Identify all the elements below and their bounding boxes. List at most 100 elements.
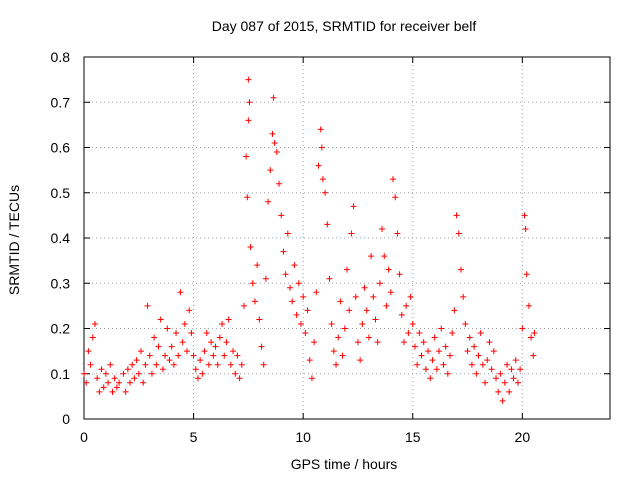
data-point [464,348,471,355]
data-point [230,348,237,355]
data-point [374,339,381,346]
data-point [245,76,252,83]
data-point [162,352,169,359]
data-point [262,275,269,282]
data-point [317,126,324,133]
data-point [425,348,432,355]
data-point [96,388,103,395]
data-point [111,375,118,382]
data-point [341,325,348,332]
data-point [473,370,480,377]
data-point [433,366,440,373]
data-point [284,230,291,237]
axis-ticks [83,56,610,420]
data-point [120,370,127,377]
data-point [519,325,526,332]
data-point [151,334,158,341]
data-point [269,130,276,137]
data-point [477,330,484,337]
data-point [400,339,407,346]
data-point [271,139,278,146]
data-point [348,230,355,237]
data-point [258,343,265,350]
data-point [390,176,397,183]
data-point [254,262,261,269]
data-point [436,348,443,355]
data-point [186,307,193,314]
data-point [315,162,322,169]
data-point [203,330,210,337]
data-point [330,348,337,355]
data-point [122,388,129,395]
data-point [447,352,454,359]
data-point [205,361,212,368]
data-point [499,397,506,404]
y-tick-label: 0 [62,411,70,427]
data-point [245,117,252,124]
data-point [181,320,188,327]
data-point [451,307,458,314]
data-point [177,289,184,296]
data-point [528,334,535,341]
data-point [234,352,241,359]
data-point [144,302,151,309]
data-point [227,361,234,368]
data-point [337,298,344,305]
data-point [201,348,208,355]
data-point [525,302,532,309]
data-point [484,357,491,364]
data-point [416,330,423,337]
data-point [142,361,149,368]
data-point [468,361,475,368]
data-point [289,298,296,305]
data-point [455,230,462,237]
data-point [302,330,309,337]
data-point [405,330,412,337]
data-point [175,352,182,359]
data-point [256,316,263,323]
data-point [170,361,177,368]
chart-title: Day 087 of 2015, SRMTID for receiver bel… [212,18,477,34]
data-point [278,212,285,219]
data-point [427,375,434,382]
data-point [346,307,353,314]
y-tick-label: 0.5 [51,185,71,201]
data-point [365,334,372,341]
data-point [270,94,277,101]
data-point [324,221,331,228]
data-point [240,302,247,309]
data-point [503,361,510,368]
data-point [517,366,524,373]
data-point [514,379,521,386]
data-point [109,388,116,395]
data-point [357,357,364,364]
data-point [199,370,206,377]
data-point [293,311,300,318]
data-point [396,271,403,278]
data-point [444,370,451,377]
data-point [370,293,377,300]
data-point [482,379,489,386]
data-point [208,339,215,346]
data-point [530,352,537,359]
x-tick-label: 20 [515,429,531,445]
x-axis-label: GPS time / hours [291,456,398,472]
data-point [210,352,217,359]
data-point [531,330,538,337]
data-point [328,320,335,327]
data-point [81,370,87,377]
data-point [322,189,329,196]
data-point [188,330,195,337]
x-tick-label: 5 [190,429,198,445]
data-point [407,293,414,300]
data-point [319,176,326,183]
data-point [146,352,153,359]
data-point [522,225,529,232]
data-point [497,370,504,377]
data-point [508,366,515,373]
data-point [354,339,361,346]
data-point [490,348,497,355]
data-point [409,320,416,327]
data-point [153,361,160,368]
data-point [368,253,375,260]
